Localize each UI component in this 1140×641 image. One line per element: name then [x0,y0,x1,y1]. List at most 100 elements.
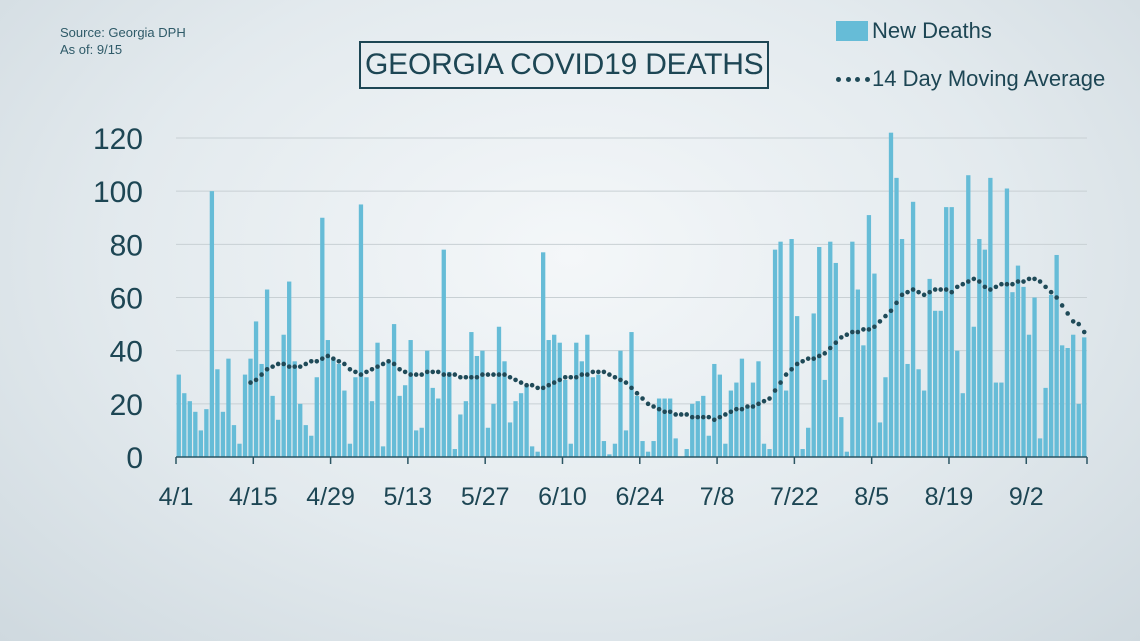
bar [623,430,629,457]
avg-point [805,356,811,361]
bar [220,411,226,457]
avg-point [562,374,568,380]
avg-point [419,372,424,377]
bar [866,215,872,457]
avg-point [629,385,634,391]
avg-point [573,374,579,380]
avg-point [342,361,347,367]
bar [706,435,711,457]
bar [1060,345,1065,457]
bar [430,387,435,457]
bar [204,409,209,457]
avg-point [640,396,645,401]
avg-point [441,372,447,377]
avg-point [524,382,529,388]
avg-point [358,372,364,377]
avg-point [971,276,977,282]
source-line: Source: Georgia DPH [60,25,186,40]
legend-label-new-deaths: New Deaths [872,18,992,43]
bar [756,361,761,457]
bar [971,326,976,457]
bar [176,374,181,457]
bar [248,358,253,457]
avg-point [375,364,380,369]
bar [662,398,667,457]
avg-point [485,372,491,377]
avg-point [331,356,336,361]
avg-point [1004,281,1010,287]
avg-point [601,369,607,375]
avg-point [347,366,353,372]
bar [833,262,838,457]
bar [982,249,988,457]
avg-point [750,404,756,409]
avg-point [607,372,612,377]
bar [226,358,231,457]
avg-point [496,372,502,377]
bar [502,361,507,457]
bar [905,363,910,457]
y-tick-label: 60 [110,283,143,316]
x-tick-label: 8/5 [854,483,889,511]
avg-point [734,406,739,412]
avg-point [794,361,800,367]
avg-point [1059,303,1065,308]
avg-point [557,377,563,383]
y-tick-label: 80 [110,229,143,262]
avg-point [623,380,629,385]
avg-point [270,364,275,369]
x-tick-label: 9/2 [1009,483,1044,511]
avg-point [1037,279,1043,284]
bar [557,342,562,457]
bar [656,398,662,457]
avg-point [303,361,309,367]
bar [772,249,778,457]
avg-point [982,284,988,290]
bar [955,350,960,457]
bar [369,401,375,457]
bar [309,435,314,457]
bar [281,334,286,457]
bar [513,401,518,457]
avg-point [435,369,441,375]
bar [524,385,529,457]
avg-point [551,380,557,385]
bar [601,441,607,457]
avg-point [739,406,745,412]
bar [634,395,640,457]
avg-point [850,329,855,335]
bar [750,382,756,457]
avg-point [866,327,872,332]
avg-point [1054,295,1059,300]
x-tick-label: 5/13 [384,483,433,511]
bar [325,340,330,457]
bar [253,321,259,457]
axes: 0 20 40 60 80 100 120 4/1 4/15 4/29 5/13 5/27 6/10 6/… [93,123,1088,511]
avg-point [590,369,596,375]
bar [993,382,999,457]
avg-point [397,366,402,372]
avg-point [513,377,518,383]
bar [944,207,949,457]
bar [1021,286,1026,457]
bar [712,363,717,457]
avg-point [253,377,259,383]
bar [596,374,601,457]
avg-point [938,287,943,292]
bar [436,398,441,457]
avg-point [756,401,761,407]
bar [336,363,342,457]
avg-point [877,319,883,324]
bar [342,390,347,457]
avg-point [452,372,458,377]
avg-point [839,335,844,340]
bar [380,446,386,457]
bar [364,377,369,457]
avg-point [386,359,391,364]
avg-point [596,369,601,375]
avg-point [292,364,298,369]
bar [811,313,816,457]
bar [695,401,700,457]
bar [579,361,584,457]
avg-point [965,279,971,284]
